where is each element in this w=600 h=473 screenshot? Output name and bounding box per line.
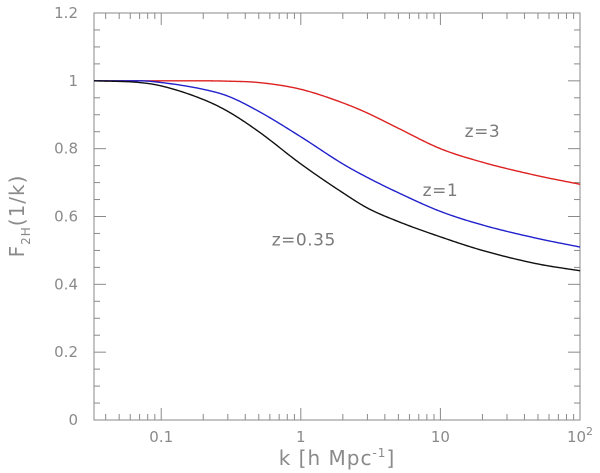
plot-frame	[93, 12, 581, 421]
x-tick-label: 1	[296, 428, 306, 446]
x-tick-label: 10	[431, 428, 450, 446]
y-tick-label: 0.6	[54, 208, 78, 226]
annotation-z-1: z=1	[423, 181, 458, 201]
axis-ticks	[94, 12, 581, 421]
y-tick-label: 0	[68, 411, 78, 429]
x-tick-label: 102	[567, 425, 593, 446]
annotation-z-0-35: z=0.35	[272, 230, 336, 250]
y-axis-label: F2H(1/k)	[5, 175, 33, 258]
x-tick-label: 0.1	[149, 428, 173, 446]
curve-annotations: z=3 z=1 z=0.35	[272, 122, 500, 251]
y-tick-label: 0.2	[54, 343, 78, 361]
series-line-z-3	[94, 80, 581, 185]
annotation-z-3: z=3	[465, 122, 500, 142]
y-tick-label: 1.2	[54, 4, 78, 22]
x-axis-label: k [h Mpc-1]	[279, 446, 396, 470]
series-lines	[93, 80, 581, 272]
y-tick-label: 0.8	[54, 140, 78, 158]
series-line-z-0-35	[93, 80, 581, 272]
series-line-z-1	[94, 80, 581, 248]
tick-labels: 0 0.2 0.4 0.6 0.8 1 1.2 0.1 1 10 102	[54, 4, 593, 446]
y-tick-label: 1	[68, 72, 78, 90]
y-tick-label: 0.4	[54, 275, 78, 293]
